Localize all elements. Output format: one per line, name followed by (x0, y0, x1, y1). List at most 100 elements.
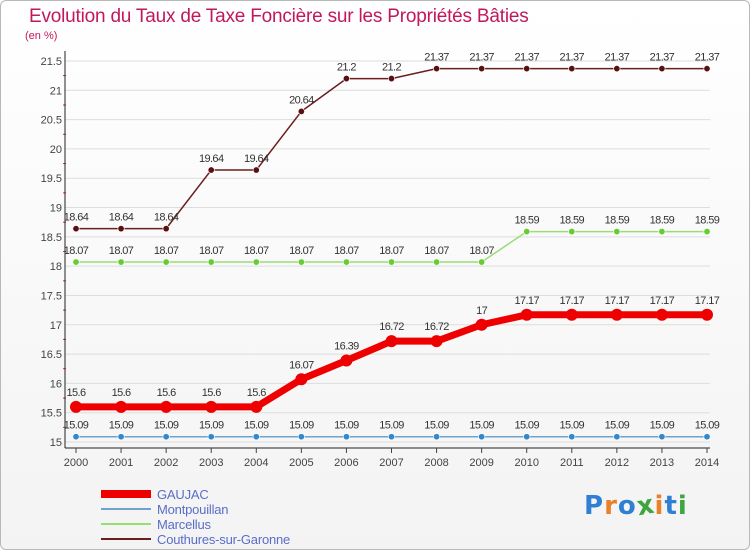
legend-label-montpouillan: Montpouillan (157, 501, 229, 517)
data-label: 18.64 (154, 212, 179, 224)
data-point (297, 107, 305, 115)
data-label: 15.09 (334, 420, 359, 432)
data-point (478, 433, 486, 441)
data-label: 21.37 (650, 52, 675, 64)
data-point (613, 65, 621, 73)
data-point (568, 228, 576, 236)
data-label: 18.07 (424, 245, 449, 257)
data-label: 15.09 (695, 420, 720, 432)
logo-letter: r (604, 491, 618, 521)
data-point (297, 258, 305, 266)
legend-item-couthures[interactable]: Couthures-sur-Garonne (101, 532, 290, 547)
y-tick-label: 21 (50, 85, 62, 97)
data-label: 17 (476, 305, 488, 317)
legend-item-montpouillan[interactable]: Montpouillan (101, 501, 229, 517)
data-point (162, 225, 170, 233)
data-point (703, 65, 711, 73)
data-point (433, 258, 441, 266)
data-point (72, 258, 80, 266)
data-label: 15.09 (199, 420, 224, 432)
x-tick-label: 2007 (379, 457, 403, 469)
data-label: 19.64 (199, 153, 224, 165)
data-label: 18.07 (244, 245, 269, 257)
data-point (433, 65, 441, 73)
x-tick-label: 2002 (154, 457, 178, 469)
logo-letter: t (664, 491, 678, 521)
data-point (520, 308, 533, 321)
data-point (72, 225, 80, 233)
data-label: 17.17 (695, 295, 720, 307)
data-point (658, 433, 666, 441)
logo-letter: P (584, 491, 605, 521)
x-tick-label: 2012 (605, 457, 629, 469)
unit-label: (en %) (25, 30, 58, 42)
data-point (478, 258, 486, 266)
data-label: 16.72 (424, 321, 449, 333)
y-tick-label: 21.5 (41, 56, 62, 68)
x-tick-label: 2003 (199, 457, 223, 469)
y-tick-label: 17.5 (41, 290, 62, 302)
y-tick-label: 19.5 (41, 173, 62, 185)
data-label: 21.37 (695, 52, 720, 64)
data-label: 21.37 (469, 52, 494, 64)
data-label: 17.17 (560, 295, 585, 307)
data-label: 21.37 (424, 52, 449, 64)
data-point (565, 308, 578, 321)
data-point (703, 433, 711, 441)
legend-item-gaujac[interactable]: GAUJAC (101, 487, 209, 502)
series-montpouillan: 15.09 15.09 15.09 15.09 15.09 15.09 15.09 15.09… (64, 420, 720, 441)
data-label: 21.37 (514, 52, 539, 64)
data-point (295, 373, 308, 386)
x-tick-label: 2006 (334, 457, 358, 469)
logo-letter: i (654, 491, 665, 521)
legend-label-marcellus: Marcellus (157, 516, 211, 532)
data-label: 19.64 (244, 153, 269, 165)
logo-letter: o (617, 491, 637, 521)
data-point (433, 433, 441, 441)
legend-swatch-couthures (101, 538, 151, 540)
data-point (205, 400, 218, 413)
data-label: 16.72 (379, 321, 404, 333)
data-point (252, 433, 260, 441)
data-label: 15.09 (289, 420, 314, 432)
data-point (72, 433, 80, 441)
data-point (387, 258, 395, 266)
x-tick-label: 2004 (244, 457, 268, 469)
series-gaujac: 15.6 15.6 15.6 15.6 15.6 16.07 16.39 16.72 16.72… (66, 295, 720, 413)
data-label: 18.07 (199, 245, 224, 257)
data-point (523, 65, 531, 73)
data-point (613, 433, 621, 441)
legend-swatch-gaujac (101, 490, 151, 498)
data-label: 15.09 (379, 420, 404, 432)
data-point (70, 400, 82, 413)
data-label: 18.07 (289, 245, 314, 257)
data-label: 18.07 (64, 245, 89, 257)
data-label: 17.17 (605, 295, 630, 307)
data-point (342, 75, 350, 83)
data-label: 15.09 (514, 420, 539, 432)
data-point (160, 400, 173, 413)
data-point (430, 335, 443, 348)
data-point (297, 433, 305, 441)
data-label: 17.17 (650, 295, 675, 307)
x-tick-label: 2014 (695, 457, 719, 469)
y-tick-label: 17 (50, 320, 62, 332)
data-point (115, 400, 128, 413)
data-point (568, 65, 576, 73)
x-tick-label: 2001 (109, 457, 133, 469)
data-point (478, 65, 486, 73)
data-point (658, 65, 666, 73)
series-couthures-sur-garonne: 18.64 18.64 18.64 19.64 19.64 20.64 21.2 21.2 21… (64, 52, 720, 233)
data-point (568, 433, 576, 441)
legend-item-marcellus[interactable]: Marcellus (101, 516, 211, 532)
data-label: 18.07 (334, 245, 359, 257)
data-label: 21.37 (605, 52, 630, 64)
data-point (342, 433, 350, 441)
data-label: 21.37 (560, 52, 585, 64)
y-tick-label: 16.5 (41, 349, 62, 361)
data-point (387, 433, 395, 441)
data-label: 20.64 (289, 94, 314, 106)
data-label: 15.6 (247, 387, 266, 399)
x-tick-label: 2011 (560, 457, 584, 469)
